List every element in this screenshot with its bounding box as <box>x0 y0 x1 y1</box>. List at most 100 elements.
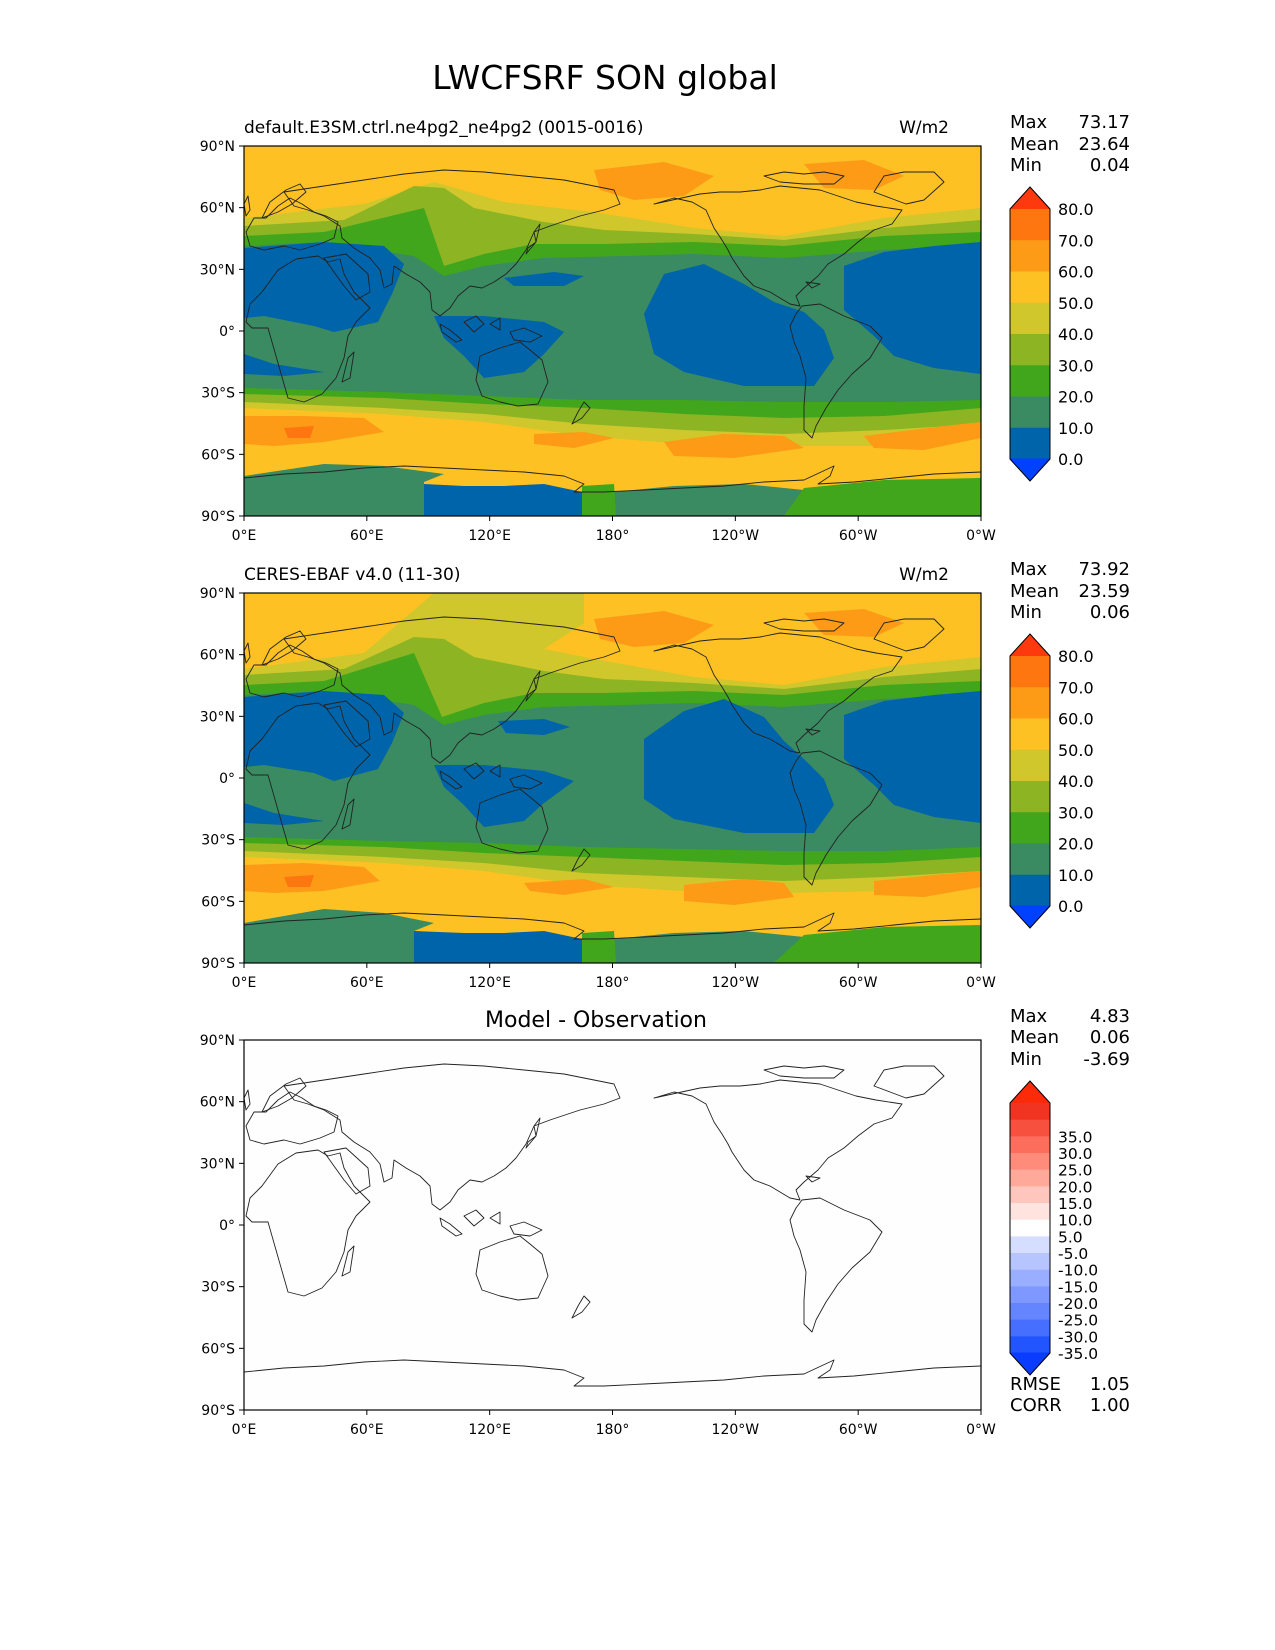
colorbar-tick-label: 10.0 <box>1058 866 1094 885</box>
lon-tick-label: 180° <box>596 528 630 544</box>
colorbar-segment <box>1010 1169 1050 1187</box>
lat-tick-label: 60°S <box>201 447 235 463</box>
lat-tick-label: 90°N <box>200 139 235 155</box>
lon-tick-label: 120°W <box>712 528 760 544</box>
stat-label-max: Max <box>1010 1006 1048 1027</box>
colorbar-segment <box>1010 1153 1050 1171</box>
lat-tick-label: 90°S <box>201 1403 235 1419</box>
colorbar-tick-label: 30.0 <box>1058 356 1094 375</box>
lon-tick-label: 60°E <box>350 528 384 544</box>
contour-band-60-70-south <box>244 863 981 905</box>
lon-tick-label: 120°W <box>712 975 760 991</box>
colorbar-segment <box>1010 209 1050 241</box>
colorbar-tick-label: 0.0 <box>1058 450 1083 469</box>
lat-tick-label: 60°N <box>200 648 235 664</box>
colorbar-tick-label: -20.0 <box>1058 1295 1098 1313</box>
colorbar-tick-label: 60.0 <box>1058 710 1094 729</box>
lat-tick-label: 0° <box>219 324 235 340</box>
lon-tick-label: 180° <box>596 975 630 991</box>
contour-band-10-20-south <box>244 909 804 963</box>
colorbar-tick-label: 30.0 <box>1058 803 1094 822</box>
stat-label-mean: Mean <box>1010 1027 1059 1048</box>
axis-ticks: 0°E 60°E 120°E 180° 120°W 60°W 0°W 90°N 60°N 30°N… <box>200 1033 996 1438</box>
lat-tick-label: 60°S <box>201 1341 235 1357</box>
lon-tick-label: 0°E <box>232 528 257 544</box>
colorbar-segment <box>1010 812 1050 845</box>
colorbar-segment <box>1010 240 1050 273</box>
colorbar-extend-min <box>1010 1352 1050 1375</box>
lon-tick-label: 120°E <box>468 975 511 991</box>
contour-band-0-10 <box>244 691 981 833</box>
colorbar-tick-label: 60.0 <box>1058 263 1094 282</box>
stat-value-rmse: 1.05 <box>1090 1374 1130 1395</box>
stat-value-mean: 0.06 <box>1090 1027 1130 1048</box>
contour-band-60-70-north <box>594 160 904 200</box>
colorbar-segment <box>1010 1303 1050 1321</box>
stat-label-max: Max <box>1010 559 1048 580</box>
stat-value-min: 0.06 <box>1090 602 1130 623</box>
colorbar: -35.0-30.0-25.0-20.0-15.0-10.0-5.05.010.… <box>1009 1080 1098 1376</box>
colorbar-tick-label: 50.0 <box>1058 294 1094 313</box>
colorbar-segment <box>1010 1269 1050 1287</box>
lon-tick-label: 60°W <box>839 1422 878 1438</box>
colorbar-segment <box>1010 1119 1050 1137</box>
colorbar-extend-min <box>1010 905 1050 928</box>
colorbar-segment <box>1010 302 1050 335</box>
lat-tick-label: 60°N <box>200 201 235 217</box>
lat-tick-label: 60°N <box>200 1095 235 1111</box>
contour-band-20-30-south <box>582 925 981 963</box>
colorbar-segment <box>1010 1203 1050 1221</box>
stat-label-max: Max <box>1010 112 1048 133</box>
colorbar-tick-label: -35.0 <box>1058 1345 1098 1363</box>
colorbar-tick-label: 80.0 <box>1058 200 1094 219</box>
contour-band-0-10-south <box>414 931 582 963</box>
colorbar-tick-label: 40.0 <box>1058 325 1094 344</box>
contour-band-0-10 <box>244 242 981 386</box>
lon-tick-label: 60°E <box>350 1422 384 1438</box>
panel-title: CERES-EBAF v4.0 (11-30) <box>244 565 460 585</box>
colorbar-extend-min <box>1010 458 1050 481</box>
lon-tick-label: 0°W <box>966 1422 996 1438</box>
colorbar-tick-label: 10.0 <box>1058 1212 1093 1230</box>
colorbar-segment <box>1010 1186 1050 1204</box>
stat-value-min: 0.04 <box>1090 155 1130 176</box>
map-area: 0°E 60°E 120°E 180° 120°W 60°W 0°W 90°N 60°N 30°N… <box>200 586 996 991</box>
colorbar-tick-label: 25.0 <box>1058 1162 1093 1180</box>
map-area: 0°E 60°E 120°E 180° 120°W 60°W 0°W 90°N 60°N 30°N… <box>200 139 996 544</box>
contour-base <box>244 1040 981 1410</box>
colorbar: 0.0 10.0 20.0 30.0 40.0 50.0 60.0 70.0 80.0 <box>1009 186 1094 482</box>
colorbar-tick-label: 70.0 <box>1058 678 1094 697</box>
colorbar-outline <box>1009 1080 1051 1376</box>
panel-difference: Model - Observation 0°E 60°E 120°E 180° 120°… <box>200 1006 1130 1438</box>
colorbar: 0.0 10.0 20.0 30.0 40.0 50.0 60.0 70.0 80.0 <box>1009 633 1094 929</box>
panel-observation: CERES-EBAF v4.0 (11-30) W/m2 0°E 60°E 120°… <box>200 559 1130 991</box>
colorbar-segment <box>1010 271 1050 304</box>
colorbar-extend-max <box>1010 1081 1050 1104</box>
contour-field <box>244 146 981 516</box>
stat-value-corr: 1.00 <box>1090 1395 1130 1416</box>
colorbar-segment <box>1010 1219 1050 1237</box>
lon-tick-label: 0°E <box>232 1422 257 1438</box>
stat-value-mean: 23.64 <box>1078 134 1130 155</box>
lat-tick-label: 30°N <box>200 709 235 725</box>
colorbar-extend-max <box>1010 187 1050 210</box>
stat-value-max: 73.17 <box>1078 112 1130 133</box>
colorbar-outline <box>1009 186 1051 482</box>
stat-label-rmse: RMSE <box>1010 1374 1061 1395</box>
stat-value-min: -3.69 <box>1083 1049 1130 1070</box>
colorbar-segment <box>1010 656 1050 688</box>
lon-tick-label: 120°E <box>468 528 511 544</box>
stat-value-max: 73.92 <box>1078 559 1130 580</box>
lon-tick-label: 60°E <box>350 975 384 991</box>
lat-tick-label: 90°N <box>200 586 235 602</box>
panel-model: default.E3SM.ctrl.ne4pg2_ne4pg2 (0015-00… <box>200 112 1130 544</box>
colorbar-segment <box>1010 687 1050 720</box>
panel-title: default.E3SM.ctrl.ne4pg2_ne4pg2 (0015-00… <box>244 118 644 138</box>
contour-band-70-80 <box>284 875 314 887</box>
lon-tick-label: 60°W <box>839 528 878 544</box>
stat-label-corr: CORR <box>1010 1395 1062 1416</box>
colorbar-segment <box>1010 1103 1050 1121</box>
colorbar-tick-label: 30.0 <box>1058 1145 1093 1163</box>
stat-label-mean: Mean <box>1010 134 1059 155</box>
panel-title: Model - Observation <box>485 1008 707 1033</box>
